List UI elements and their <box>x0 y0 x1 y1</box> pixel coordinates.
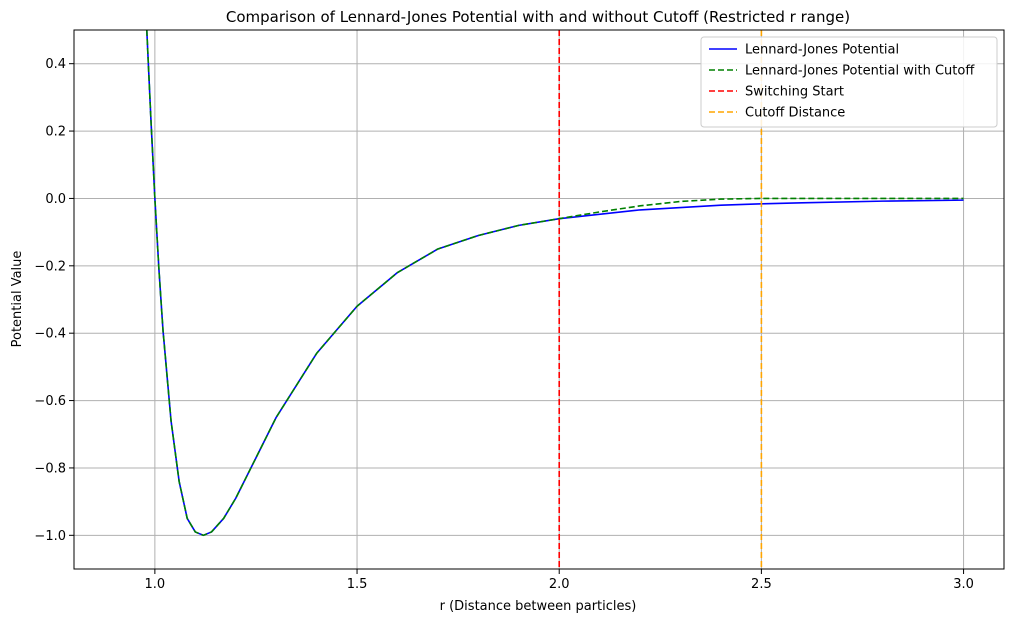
x-tick-label: 2.5 <box>751 577 772 592</box>
y-tick-label: −0.6 <box>34 394 66 409</box>
chart-title: Comparison of Lennard-Jones Potential wi… <box>226 8 850 26</box>
x-axis-label: r (Distance between particles) <box>440 599 637 614</box>
x-ticks: 1.0 1.5 2.0 2.5 3.0 <box>145 569 974 592</box>
legend: Lennard-Jones Potential Lennard-Jones Pot… <box>700 36 998 128</box>
y-tick-label: 0.0 <box>45 192 66 207</box>
x-tick-label: 1.5 <box>347 577 368 592</box>
y-tick-label: 0.4 <box>45 57 66 72</box>
y-tick-label: −1.0 <box>34 529 66 544</box>
x-tick-label: 3.0 <box>953 577 974 592</box>
x-tick-label: 2.0 <box>549 577 570 592</box>
legend-label: Lennard-Jones Potential with Cutoff <box>745 64 975 79</box>
legend-label: Switching Start <box>745 85 844 100</box>
series-layer <box>145 30 964 569</box>
x-tick-label: 1.0 <box>145 577 166 592</box>
y-axis-label: Potential Value <box>10 251 25 348</box>
y-tick-label: 0.2 <box>45 125 66 140</box>
legend-box <box>700 36 998 128</box>
y-ticks: −1.0 −0.8 −0.6 −0.4 −0.2 0.0 0.2 0.4 <box>34 57 74 544</box>
plot-frame <box>73 29 1005 570</box>
legend-label: Cutoff Distance <box>745 106 845 121</box>
series-line-2 <box>145 30 964 537</box>
y-tick-label: −0.4 <box>34 327 66 342</box>
y-tick-label: −0.2 <box>34 259 66 274</box>
legend-label: Lennard-Jones Potential <box>745 43 899 58</box>
y-tick-label: −0.8 <box>34 461 66 476</box>
